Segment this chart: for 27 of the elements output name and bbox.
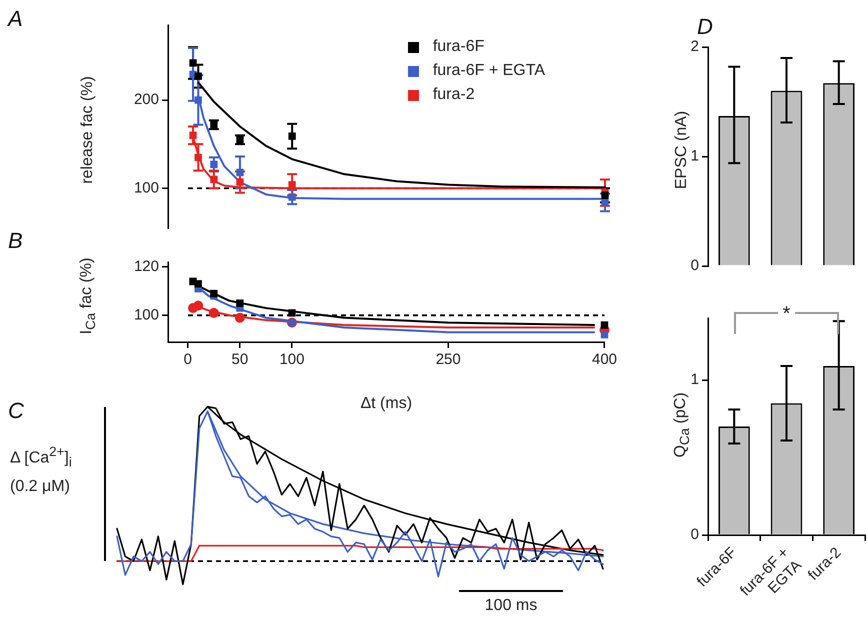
text: 100 ms xyxy=(484,597,538,615)
x-tick-label: 0 xyxy=(184,351,192,368)
y-tick-label: 120 xyxy=(134,258,159,275)
y-axis-title: Δ [Ca$^{2+}$]$_{i}$ (0.2 μM) xyxy=(10,443,73,497)
legend-label: fura-2 xyxy=(432,86,475,104)
x-tick-label: 100 xyxy=(279,351,304,368)
y-tick-label: 0 xyxy=(690,257,699,274)
chart-title: D xyxy=(697,14,713,40)
y-tick-label: 100 xyxy=(134,306,159,324)
y-tick-label: 2 xyxy=(690,38,699,56)
x-tick-label: 250 xyxy=(436,351,461,368)
y-tick-label: 1 xyxy=(690,148,699,165)
x-axis-title: Δt (ms) xyxy=(360,395,412,413)
y-tick-label: 200 xyxy=(134,91,159,108)
y-tick-label: 1 xyxy=(690,371,699,388)
annotation: * xyxy=(778,303,796,326)
y-axis-title: EPSC (nA) xyxy=(673,110,691,190)
legend-label: fura-6F + EGTA xyxy=(432,62,545,80)
x-tick-label: 400 xyxy=(592,351,617,368)
chart-title: C xyxy=(8,398,24,424)
y-axis-title: release fac (%) xyxy=(79,76,97,184)
y-tick-label: 100 xyxy=(134,179,159,196)
chart-title: A xyxy=(8,6,23,32)
chart-title: B xyxy=(8,228,23,254)
x-tick-label: 50 xyxy=(232,351,248,368)
legend-label: fura-6F xyxy=(432,38,484,56)
y-tick-label: 0 xyxy=(690,526,699,544)
